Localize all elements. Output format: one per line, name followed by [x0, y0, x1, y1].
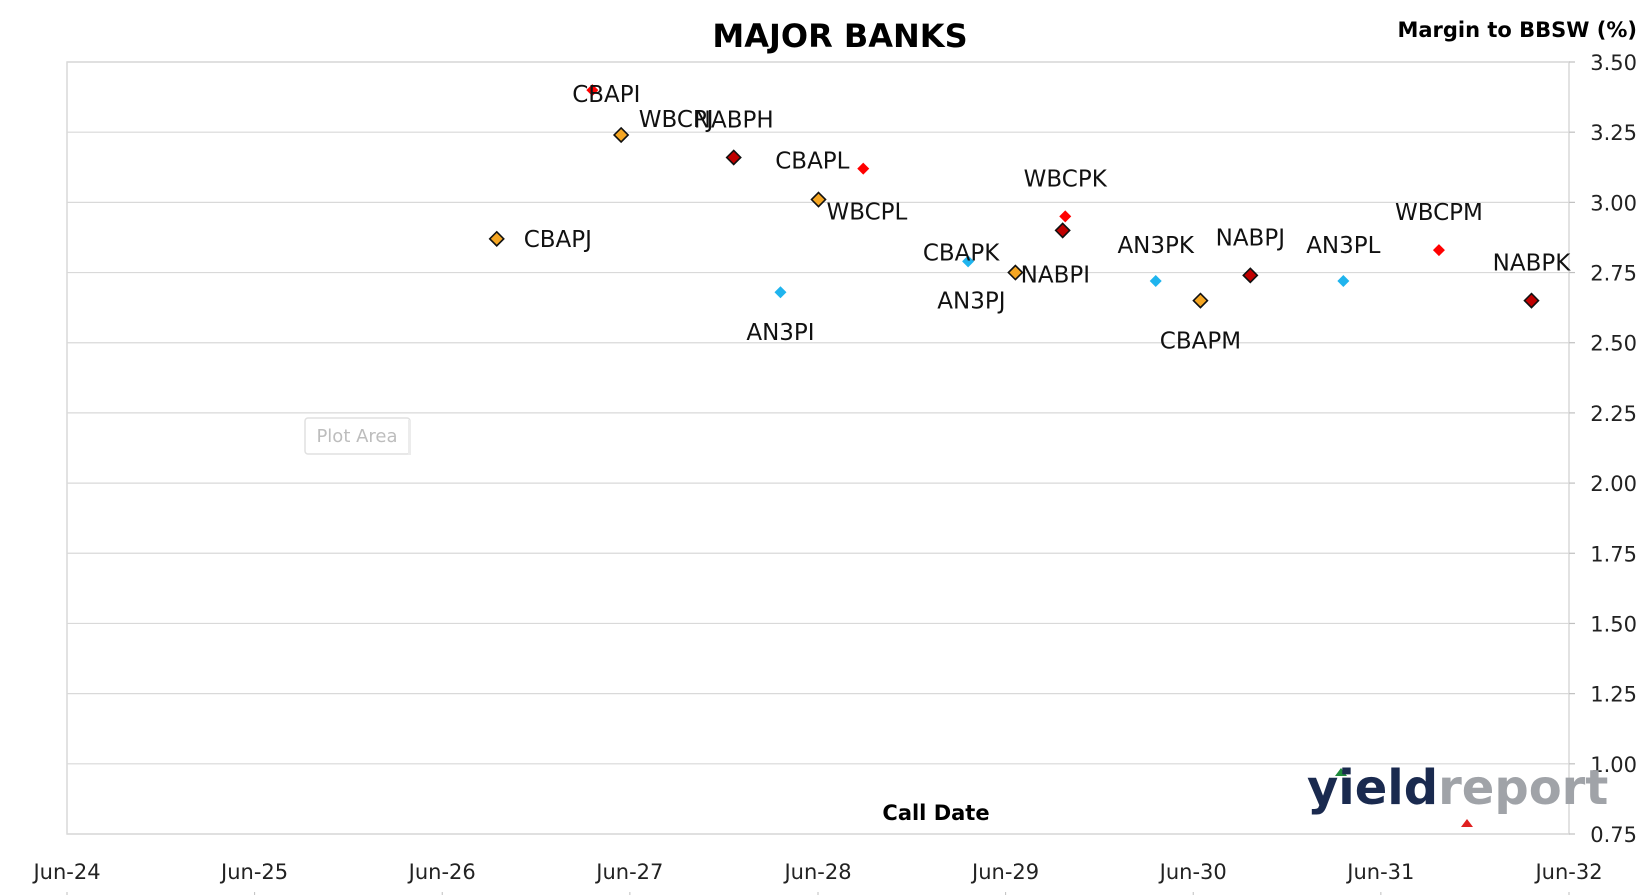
data-point-cbapi: [586, 84, 599, 97]
x-tick-label: Jun-28: [782, 860, 851, 884]
y-tick-label: 1.00: [1590, 753, 1637, 777]
y-tick-label: 1.50: [1590, 612, 1637, 636]
x-tick-label: Jun-31: [1345, 860, 1414, 884]
x-axis: Jun-24 Jun-25 Jun-26 Jun-27 Jun-28 Jun-29 Jun-…: [31, 860, 1603, 895]
x-tick-label: Jun-30: [1158, 860, 1227, 884]
data-label-nabph: NABPH: [694, 107, 774, 133]
data-label-wbcpl: WBCPL: [827, 200, 908, 226]
y-tick-label: 3.00: [1590, 191, 1637, 215]
y-tick-label: 1.25: [1590, 683, 1637, 707]
y-axis: 0.75 1.00 1.25 1.50 1.75 2.00 2.25 2.50 2.75 3.00…: [1569, 51, 1637, 847]
x-tick-label: Jun-24: [31, 860, 100, 884]
x-tick-label: Jun-25: [219, 860, 288, 884]
y-tick-label: 2.00: [1590, 472, 1637, 496]
plot-area-tooltip: Plot Area: [304, 417, 411, 455]
yieldreport-logo: yieldreport: [1307, 760, 1608, 827]
data-label-wbcpj: WBCPJ: [639, 107, 714, 133]
y-tick-label: 2.75: [1590, 262, 1637, 286]
data-point-nabpj: [1242, 267, 1259, 284]
y-tick-label: 2.25: [1590, 402, 1637, 426]
data-label-an3pl: AN3PL: [1306, 233, 1380, 259]
data-point-wbcpj: [612, 126, 630, 144]
plot-area[interactable]: [66, 61, 1570, 835]
x-axis-title: Call Date: [882, 801, 989, 825]
data-point-nabpi: [1054, 222, 1071, 239]
x-tick-label: Jun-29: [970, 860, 1039, 884]
data-label-an3pk: AN3PK: [1117, 233, 1194, 259]
data-point-an3pj: [1007, 264, 1024, 281]
y-tick-label: 2.50: [1590, 332, 1637, 356]
data-point-cbapj: [488, 230, 505, 247]
chart-title: MAJOR BANKS: [712, 17, 967, 55]
data-point-wbcpl: [810, 191, 827, 208]
data-point-an3pi: [774, 286, 787, 299]
data-label-nabpk: NABPK: [1493, 251, 1572, 277]
data-label-wbcpk: WBCPK: [1024, 166, 1108, 192]
data-point-cbapm: [1192, 292, 1209, 309]
data-label-an3pj: AN3PJ: [937, 289, 1005, 315]
logo-text-report: report: [1438, 760, 1608, 816]
logo-down-arrow-icon: [1461, 819, 1473, 827]
data-label-nabpj: NABPJ: [1216, 225, 1285, 251]
x-tick-label: Jun-32: [1533, 860, 1602, 884]
y-tick-label: 1.75: [1590, 542, 1637, 566]
y-tick-label: 0.75: [1590, 823, 1637, 847]
data-points: [488, 84, 1540, 309]
data-label-cbapl: CBAPL: [775, 149, 849, 175]
data-point-an3pl: [1337, 274, 1350, 287]
x-tick-label: Jun-27: [594, 860, 663, 884]
data-label-cbapj: CBAPJ: [524, 227, 592, 253]
svg-text:yieldreport: yieldreport: [1307, 760, 1608, 816]
data-label-cbapi: CBAPI: [572, 82, 640, 108]
data-label-an3pi: AN3PI: [746, 320, 814, 346]
data-label-nabpi: NABPI: [1021, 262, 1090, 288]
data-point-an3pk: [1149, 274, 1162, 287]
data-point-cbapl: [857, 162, 870, 175]
y-axis-title: Margin to BBSW (%): [1397, 18, 1637, 42]
x-tick-label: Jun-26: [407, 860, 476, 884]
logo-text-yield: yield: [1307, 760, 1438, 816]
y-tick-label: 3.25: [1590, 121, 1637, 145]
data-point-nabph: [725, 149, 742, 166]
data-point-wbcpm: [1432, 244, 1445, 257]
tooltip-text: Plot Area: [316, 426, 397, 447]
data-label-wbcpm: WBCPM: [1395, 200, 1483, 226]
data-point-wbcpk: [1059, 210, 1072, 223]
data-point-nabpk: [1523, 292, 1540, 309]
data-point-cbapk: [962, 255, 975, 268]
data-label-cbapm: CBAPM: [1160, 329, 1241, 355]
logo-up-arrow-icon: [1335, 768, 1347, 776]
y-tick-label: 3.50: [1590, 51, 1637, 75]
data-label-cbapk: CBAPK: [923, 240, 1000, 266]
